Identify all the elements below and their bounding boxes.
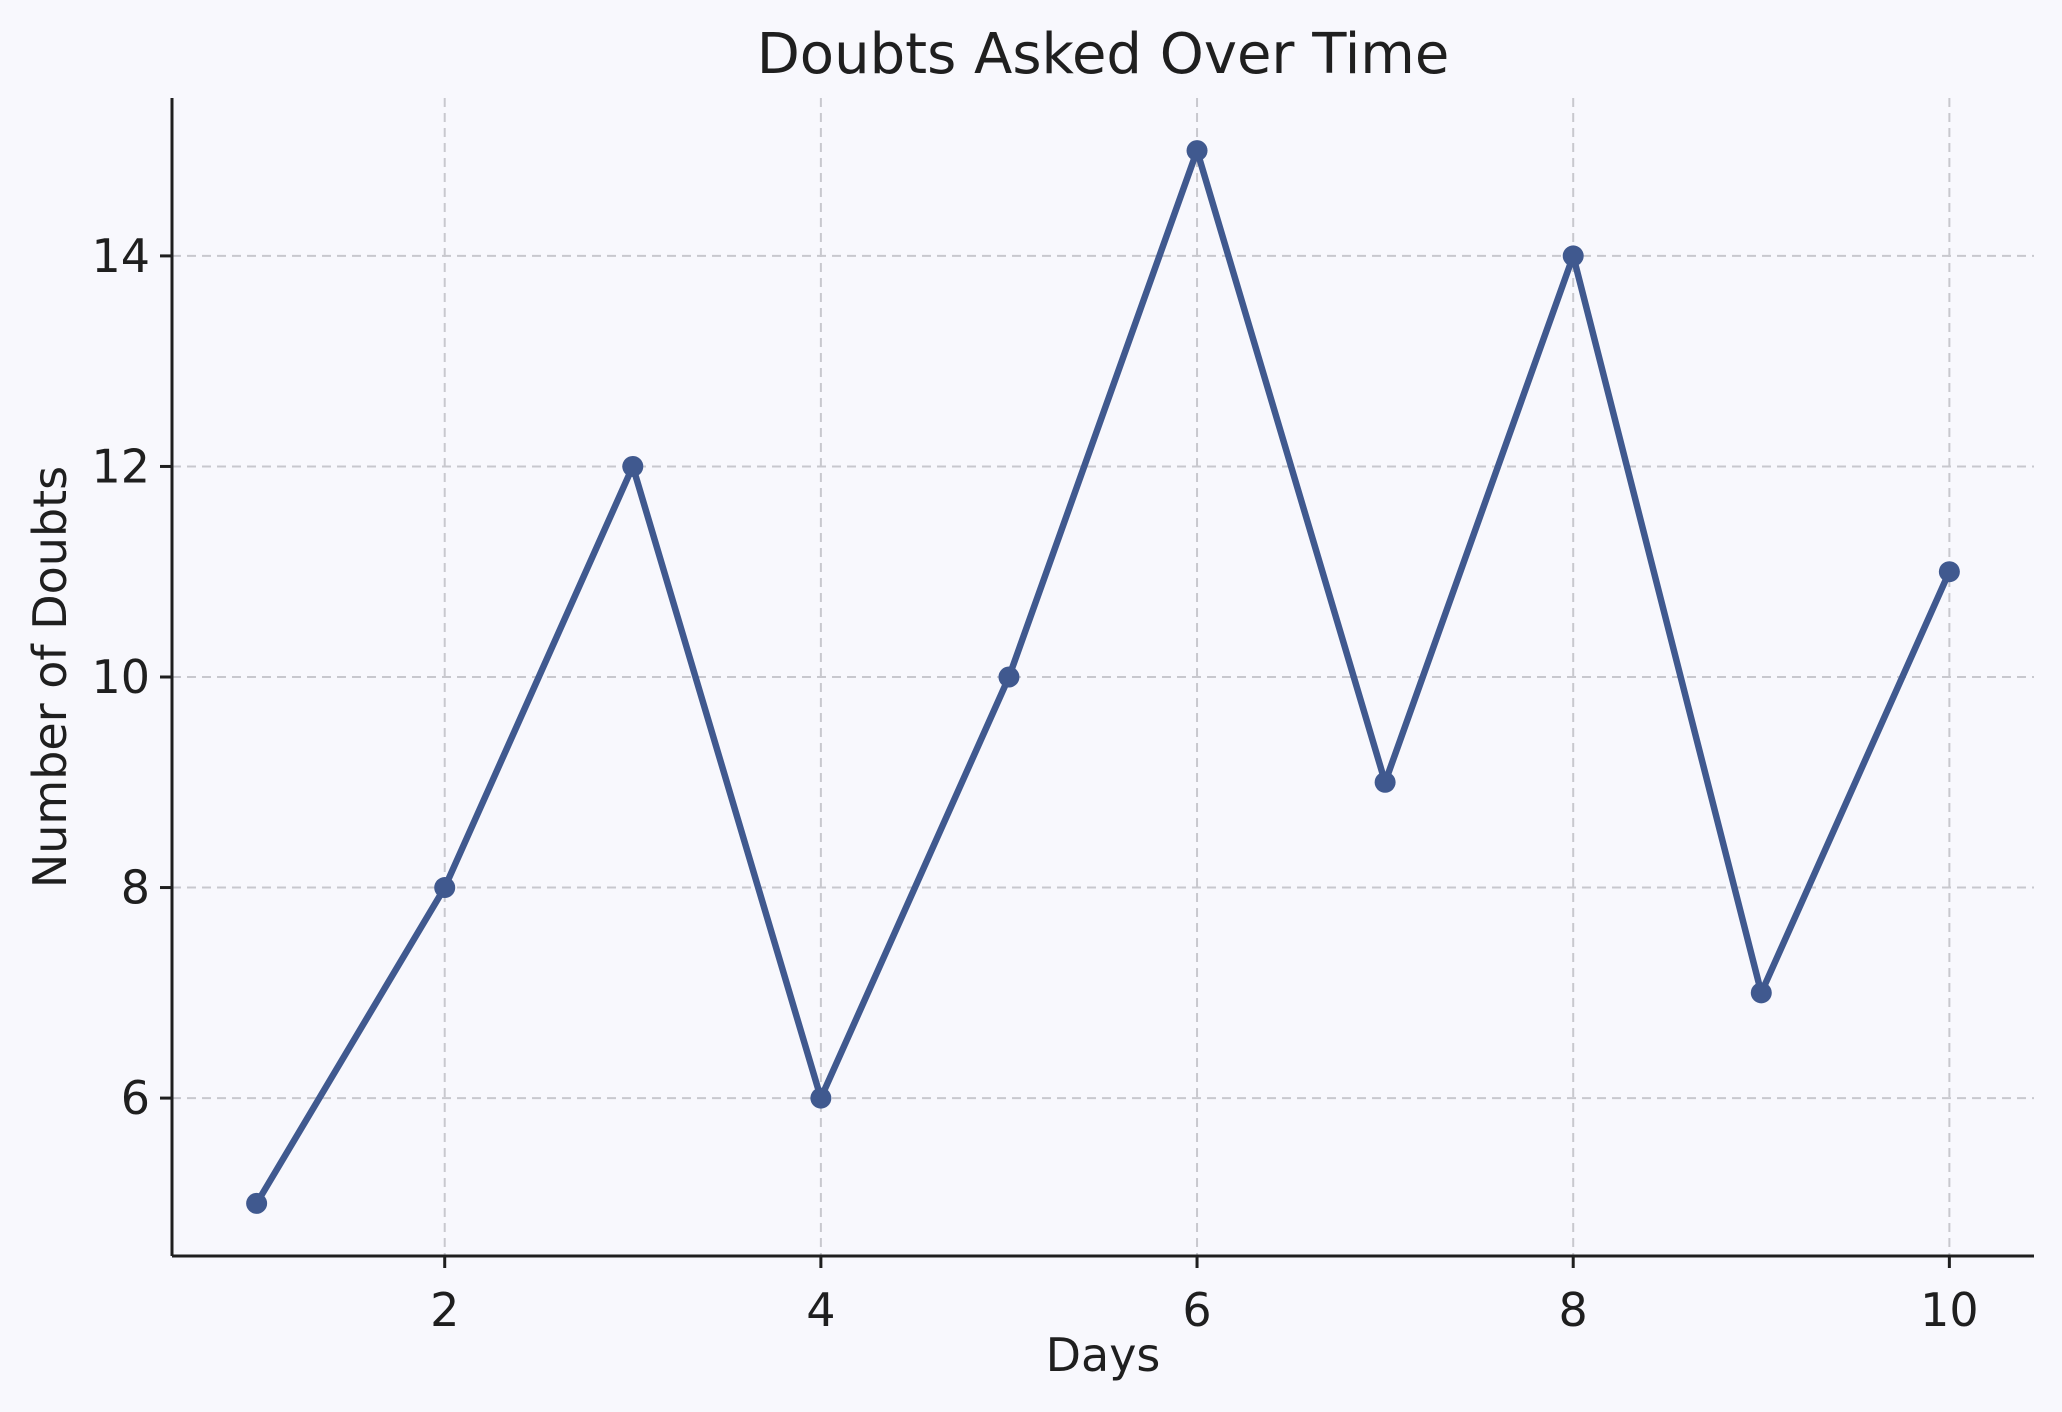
y-axis-ticks: 6 8 10 12 14	[91, 229, 172, 1125]
x-tick-label: 8	[1559, 1283, 1588, 1337]
data-point	[246, 1192, 268, 1214]
x-tick-label: 2	[430, 1283, 459, 1337]
series-line	[253, 147, 1953, 1207]
y-tick-label: 6	[121, 1071, 150, 1125]
y-axis-label: Number of Doubts	[23, 466, 77, 888]
chart-title: Doubts Asked Over Time	[757, 22, 1450, 87]
data-point	[810, 1087, 832, 1109]
data-point	[434, 877, 456, 899]
y-tick-label: 8	[121, 861, 150, 915]
grid	[172, 98, 2034, 1256]
series-group	[246, 140, 1960, 1214]
x-axis-ticks: 2 4 6 8 10	[430, 1256, 1979, 1337]
x-tick-label: 4	[806, 1283, 835, 1337]
data-point	[1562, 245, 1584, 267]
data-point	[1374, 771, 1396, 793]
x-tick-label: 6	[1182, 1283, 1211, 1337]
data-point	[622, 455, 644, 477]
y-tick-label: 14	[91, 229, 150, 283]
data-point	[1938, 561, 1960, 583]
data-point	[1186, 140, 1208, 162]
y-tick-label: 10	[91, 650, 150, 704]
data-point	[998, 666, 1020, 688]
data-point	[1750, 982, 1772, 1004]
x-axis-label: Days	[1046, 1328, 1161, 1382]
x-tick-label: 10	[1920, 1283, 1979, 1337]
y-tick-label: 12	[91, 439, 150, 493]
